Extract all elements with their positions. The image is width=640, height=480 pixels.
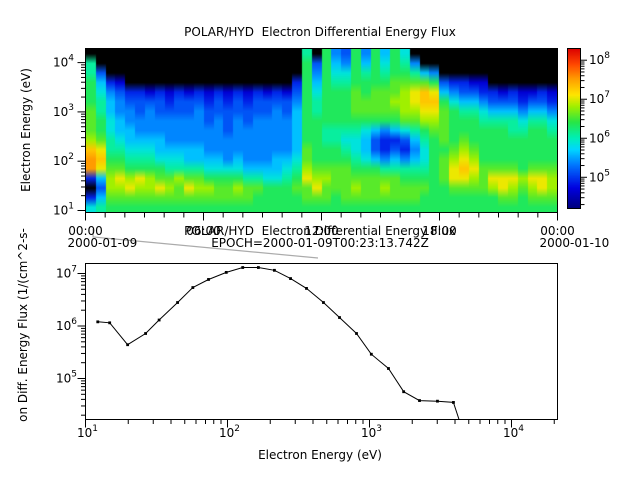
colorbar-tick-label: 108 xyxy=(589,51,610,67)
energy-tick-label: 103 xyxy=(53,103,74,119)
data-point-marker xyxy=(126,343,130,347)
energy-tick-label: 104 xyxy=(503,424,524,440)
time-tick-label: 00:00 xyxy=(540,224,575,238)
data-point-marker xyxy=(256,266,260,269)
energy-tick-label: 101 xyxy=(77,424,98,440)
time-tick-label: 18:00 xyxy=(422,224,457,238)
data-point-marker xyxy=(305,287,308,290)
energy-tick-label: 101 xyxy=(53,202,74,218)
colorbar-tick-label: 106 xyxy=(589,129,610,145)
bottom-panel-border xyxy=(85,263,558,420)
flux-tick-label: 107 xyxy=(56,265,77,281)
energy-tick-label: 104 xyxy=(53,54,74,70)
bottom-panel-xlabel: Electron Energy (eV) xyxy=(258,448,382,462)
data-point-marker xyxy=(157,318,161,322)
energy-tick-label: 102 xyxy=(219,424,240,440)
data-point-marker xyxy=(402,390,406,394)
data-point-marker xyxy=(191,286,195,289)
top-panel-title: POLAR/HYD Electron Differential Energy F… xyxy=(184,25,456,39)
data-point-marker xyxy=(462,432,465,435)
energy-tick-label: 102 xyxy=(53,152,74,168)
colorbar-tick-label: 107 xyxy=(589,90,610,106)
colorbar-tick-label: 105 xyxy=(589,168,610,184)
top-panel-ylabel: Electron Energy (eV) xyxy=(19,68,33,192)
data-point-marker xyxy=(273,268,276,272)
epoch-slice-line xyxy=(92,229,319,259)
spectrum-series xyxy=(96,266,465,435)
flux-tick-label: 106 xyxy=(56,317,77,333)
colorbar-border xyxy=(567,48,581,209)
time-tick-label: 00:00 xyxy=(68,224,103,238)
date-label: 2000-01-10 xyxy=(540,236,610,250)
spectrogram-canvas[interactable] xyxy=(86,49,557,212)
data-point-marker xyxy=(355,332,358,335)
flux-tick-label: 105 xyxy=(56,370,77,386)
data-point-marker xyxy=(224,270,228,274)
generated-underlay xyxy=(92,229,319,259)
bottom-panel-title: POLAR/HYD Electron Differential Energy F… xyxy=(184,224,456,238)
data-point-marker xyxy=(387,367,390,370)
data-point-marker xyxy=(322,301,325,304)
data-point-marker xyxy=(369,352,373,356)
data-point-marker xyxy=(241,266,245,269)
energy-tick-label: 103 xyxy=(361,424,382,440)
data-point-marker xyxy=(289,277,292,280)
data-point-marker xyxy=(144,332,148,335)
colorbar-canvas xyxy=(567,48,580,208)
data-point-marker xyxy=(338,316,341,319)
date-label: 2000-01-09 xyxy=(68,236,138,250)
data-point-marker xyxy=(108,321,112,325)
top-panel-border xyxy=(85,48,558,213)
data-point-marker xyxy=(96,320,100,324)
bottom-panel-subtitle: EPOCH=2000-01-09T00:23:13.742Z xyxy=(211,236,429,250)
data-point-marker xyxy=(436,399,439,403)
spectrum-line xyxy=(97,267,460,420)
data-point-marker xyxy=(176,301,179,304)
data-point-marker xyxy=(418,399,421,402)
data-point-marker xyxy=(452,401,455,404)
data-point-marker xyxy=(207,278,210,281)
time-tick-label: 06:00 xyxy=(186,224,221,238)
bottom-panel-ylabel: on Diff. Energy Flux (1/(cm^2-s- xyxy=(16,228,30,422)
time-tick-label: 12:00 xyxy=(304,224,339,238)
